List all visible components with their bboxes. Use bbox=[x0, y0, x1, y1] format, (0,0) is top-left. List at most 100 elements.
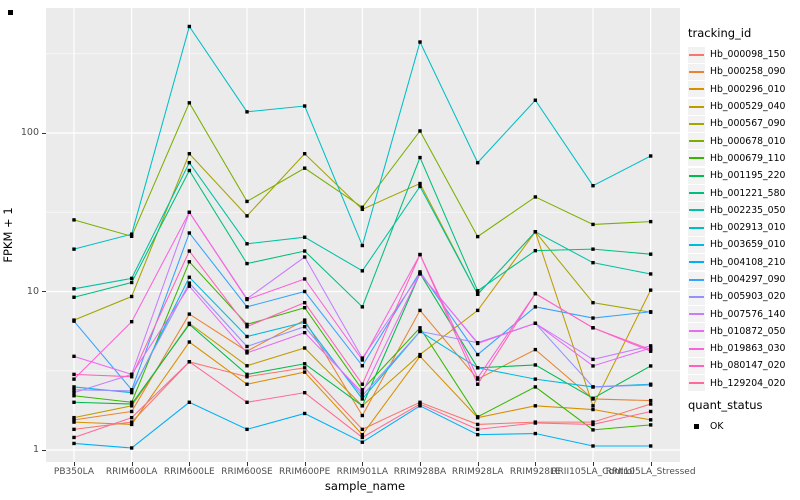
x-tick-label: RRIM600PE bbox=[279, 467, 331, 477]
data-point bbox=[648, 310, 653, 314]
legend-key-line-icon bbox=[689, 313, 704, 316]
data-point bbox=[245, 110, 249, 114]
data-point bbox=[129, 294, 134, 299]
legend-item-quant: OK bbox=[688, 418, 798, 435]
legend-item-label: Hb_010872_050 bbox=[710, 325, 786, 337]
data-point bbox=[72, 394, 76, 398]
data-point bbox=[418, 354, 422, 359]
data-point bbox=[129, 372, 134, 377]
data-point bbox=[591, 385, 595, 389]
legend-item-label: Hb_080147_020 bbox=[710, 360, 786, 372]
x-tick-mark bbox=[247, 462, 248, 466]
data-point bbox=[72, 420, 76, 424]
legend-item-label: Hb_007576_140 bbox=[710, 308, 786, 320]
data-point bbox=[591, 300, 595, 305]
data-point bbox=[475, 422, 480, 427]
legend-key-line-icon bbox=[689, 295, 704, 298]
x-tick-label: RRIM600SE bbox=[221, 467, 273, 477]
data-point bbox=[533, 248, 538, 253]
data-point bbox=[418, 400, 422, 404]
data-point bbox=[129, 280, 134, 285]
data-point bbox=[302, 390, 307, 395]
legend-item-label: Hb_004297_090 bbox=[710, 274, 786, 285]
data-point bbox=[648, 344, 653, 348]
data-point bbox=[187, 152, 192, 156]
data-point bbox=[418, 252, 422, 257]
data-point bbox=[648, 288, 653, 292]
data-point bbox=[187, 322, 192, 327]
legend-key-line-icon bbox=[689, 278, 704, 281]
legend-item-label: OK bbox=[710, 421, 724, 433]
legend-item-label: Hb_000678_010 bbox=[710, 135, 786, 147]
data-point bbox=[72, 390, 76, 395]
legend-item: Hb_129204_020 bbox=[688, 375, 798, 392]
data-point bbox=[475, 308, 480, 313]
data-point bbox=[245, 364, 249, 368]
legend-key-swatch bbox=[688, 133, 705, 150]
x-tick-mark bbox=[362, 462, 364, 466]
data-point bbox=[591, 422, 595, 427]
data-point bbox=[475, 160, 480, 165]
data-point bbox=[648, 444, 653, 448]
legend-item-label: Hb_000679_110 bbox=[710, 152, 786, 164]
legend-key-line-icon bbox=[689, 140, 704, 143]
x-tick-label: RRII105LA_Stressed bbox=[605, 467, 696, 477]
data-point bbox=[533, 421, 538, 425]
x-tick-mark bbox=[650, 462, 652, 466]
data-point bbox=[648, 272, 653, 276]
legend-key-swatch bbox=[688, 236, 705, 253]
data-point bbox=[475, 427, 480, 432]
data-point bbox=[187, 312, 192, 316]
data-point bbox=[591, 364, 595, 368]
data-point bbox=[245, 324, 249, 329]
data-point bbox=[245, 305, 249, 309]
legend-item-label: Hb_005903_020 bbox=[710, 291, 786, 303]
data-point bbox=[245, 242, 249, 246]
data-point bbox=[360, 305, 365, 309]
data-point bbox=[475, 415, 480, 419]
data-point bbox=[187, 275, 192, 279]
data-point bbox=[72, 441, 76, 446]
x-tick-mark bbox=[593, 462, 594, 466]
data-point bbox=[302, 320, 307, 324]
data-point bbox=[533, 291, 538, 296]
data-point bbox=[533, 377, 538, 381]
data-point bbox=[533, 305, 538, 309]
legend-item: Hb_007576_140 bbox=[688, 305, 798, 323]
legend-item: Hb_004297_090 bbox=[688, 271, 798, 288]
filled-square-point-icon bbox=[694, 424, 699, 430]
data-point bbox=[187, 284, 192, 288]
legend-key-swatch bbox=[688, 150, 705, 167]
legend-key-swatch bbox=[688, 375, 705, 392]
y-tick-mark bbox=[42, 132, 46, 134]
legend-item-label: Hb_003659_010 bbox=[710, 239, 786, 251]
data-point bbox=[648, 409, 653, 414]
data-point bbox=[475, 432, 480, 437]
data-point bbox=[245, 382, 249, 386]
data-point bbox=[360, 435, 365, 440]
data-point bbox=[302, 166, 307, 170]
legend-item-label: Hb_001221_580 bbox=[710, 187, 786, 199]
data-point bbox=[72, 427, 76, 432]
y-axis-title: FPKM + 1 bbox=[1, 207, 15, 263]
legend-item-label: Hb_002913_010 bbox=[710, 222, 786, 234]
x-axis-title: sample_name bbox=[324, 479, 406, 493]
legend-key-swatch bbox=[688, 63, 705, 80]
legend-tracking-title: tracking_id bbox=[688, 26, 752, 40]
legend-key-swatch bbox=[688, 271, 705, 288]
data-point bbox=[302, 324, 307, 329]
data-point bbox=[475, 382, 480, 386]
data-point bbox=[591, 444, 595, 448]
legend-item: Hb_019863_030 bbox=[688, 340, 798, 357]
data-point bbox=[302, 249, 307, 253]
data-point bbox=[591, 184, 595, 188]
legend-tracking-entries: Hb_000098_150 Hb_000258_090 Hb_000296_010 H… bbox=[688, 46, 798, 392]
data-point bbox=[591, 316, 595, 320]
data-point bbox=[187, 101, 192, 105]
data-point bbox=[591, 396, 595, 400]
legend-quant-entries: OK bbox=[688, 418, 798, 435]
data-point bbox=[418, 326, 422, 330]
legend-key-swatch bbox=[688, 167, 705, 184]
legend-item: Hb_000098_150 bbox=[688, 46, 798, 63]
data-point bbox=[533, 347, 538, 352]
